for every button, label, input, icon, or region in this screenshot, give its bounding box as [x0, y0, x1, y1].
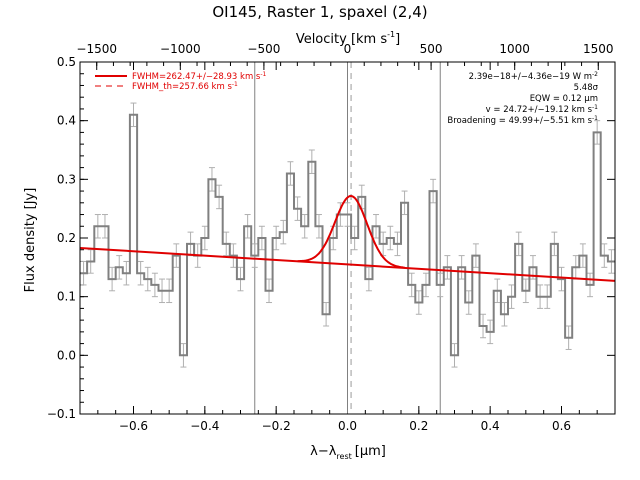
x-axis-ticks: −0.6 −0.4 −0.2 0.0 0.2 0.4 0.6 [79, 62, 616, 433]
top-tick-label: −1000 [160, 42, 201, 56]
annotation-significance: 5.48σ [574, 83, 599, 93]
annotation-broadening: Broadening = 49.99+/−5.51 km s-1 [447, 115, 598, 126]
top-tick-label: 1000 [499, 42, 530, 56]
reference-lines [254, 62, 441, 414]
y-tick-label: −0.1 [47, 407, 76, 421]
top-tick-label: 0 [344, 42, 352, 56]
y-tick-label: 0.2 [57, 231, 76, 245]
top-tick-label: 1500 [583, 42, 614, 56]
annotation-eqw: EQW = 0.12 μm [530, 94, 598, 104]
x-axis-label: λ−λrest [μm] [310, 444, 386, 461]
x-tick-label: 0.2 [409, 419, 428, 433]
continuum-baseline [79, 246, 616, 282]
legend: FWHM=262.47+/−28.93 km s-1 FWHM_th=257.6… [95, 71, 267, 92]
y-axis-label: Flux density [Jy] [23, 188, 38, 293]
top-tick-label: 500 [420, 42, 443, 56]
x-tick-label: −0.4 [190, 419, 219, 433]
gaussian-fit-line [297, 194, 405, 269]
y-tick-label: 0.4 [57, 114, 76, 128]
y-tick-label: 0.5 [57, 55, 76, 69]
annotation-velocity: v = 24.72+/−19.12 km s-1 [486, 104, 599, 115]
legend-fwhm-th: FWHM_th=257.66 km s-1 [132, 81, 238, 92]
y-tick-label: 0.0 [57, 348, 76, 362]
x-tick-label: 0.0 [338, 419, 357, 433]
x-tick-label: 0.4 [481, 419, 500, 433]
x-tick-label: −0.2 [262, 419, 291, 433]
top-axis-ticks: −1500 −1000 −500 0 500 1000 1500 [76, 42, 616, 70]
x-tick-label: −0.6 [119, 419, 148, 433]
top-axis-label: Velocity [km s-1] [296, 30, 400, 47]
legend-fwhm: FWHM=262.47+/−28.93 km s-1 [132, 71, 267, 82]
annotation-flux: 2.39e−18+/−4.36e−19 W m-2 [469, 71, 599, 82]
spectrum-line [80, 113, 615, 357]
top-tick-label: −1500 [76, 42, 117, 56]
chart-title: OI145, Raster 1, spaxel (2,4) [212, 3, 427, 21]
x-tick-label: 0.6 [552, 419, 571, 433]
fit-annotations: 2.39e−18+/−4.36e−19 W m-2 5.48σ EQW = 0.… [447, 71, 598, 126]
plot-frame [79, 61, 616, 415]
y-tick-label: 0.1 [57, 290, 76, 304]
top-tick-label: −500 [247, 42, 280, 56]
y-tick-label: 0.3 [57, 172, 76, 186]
